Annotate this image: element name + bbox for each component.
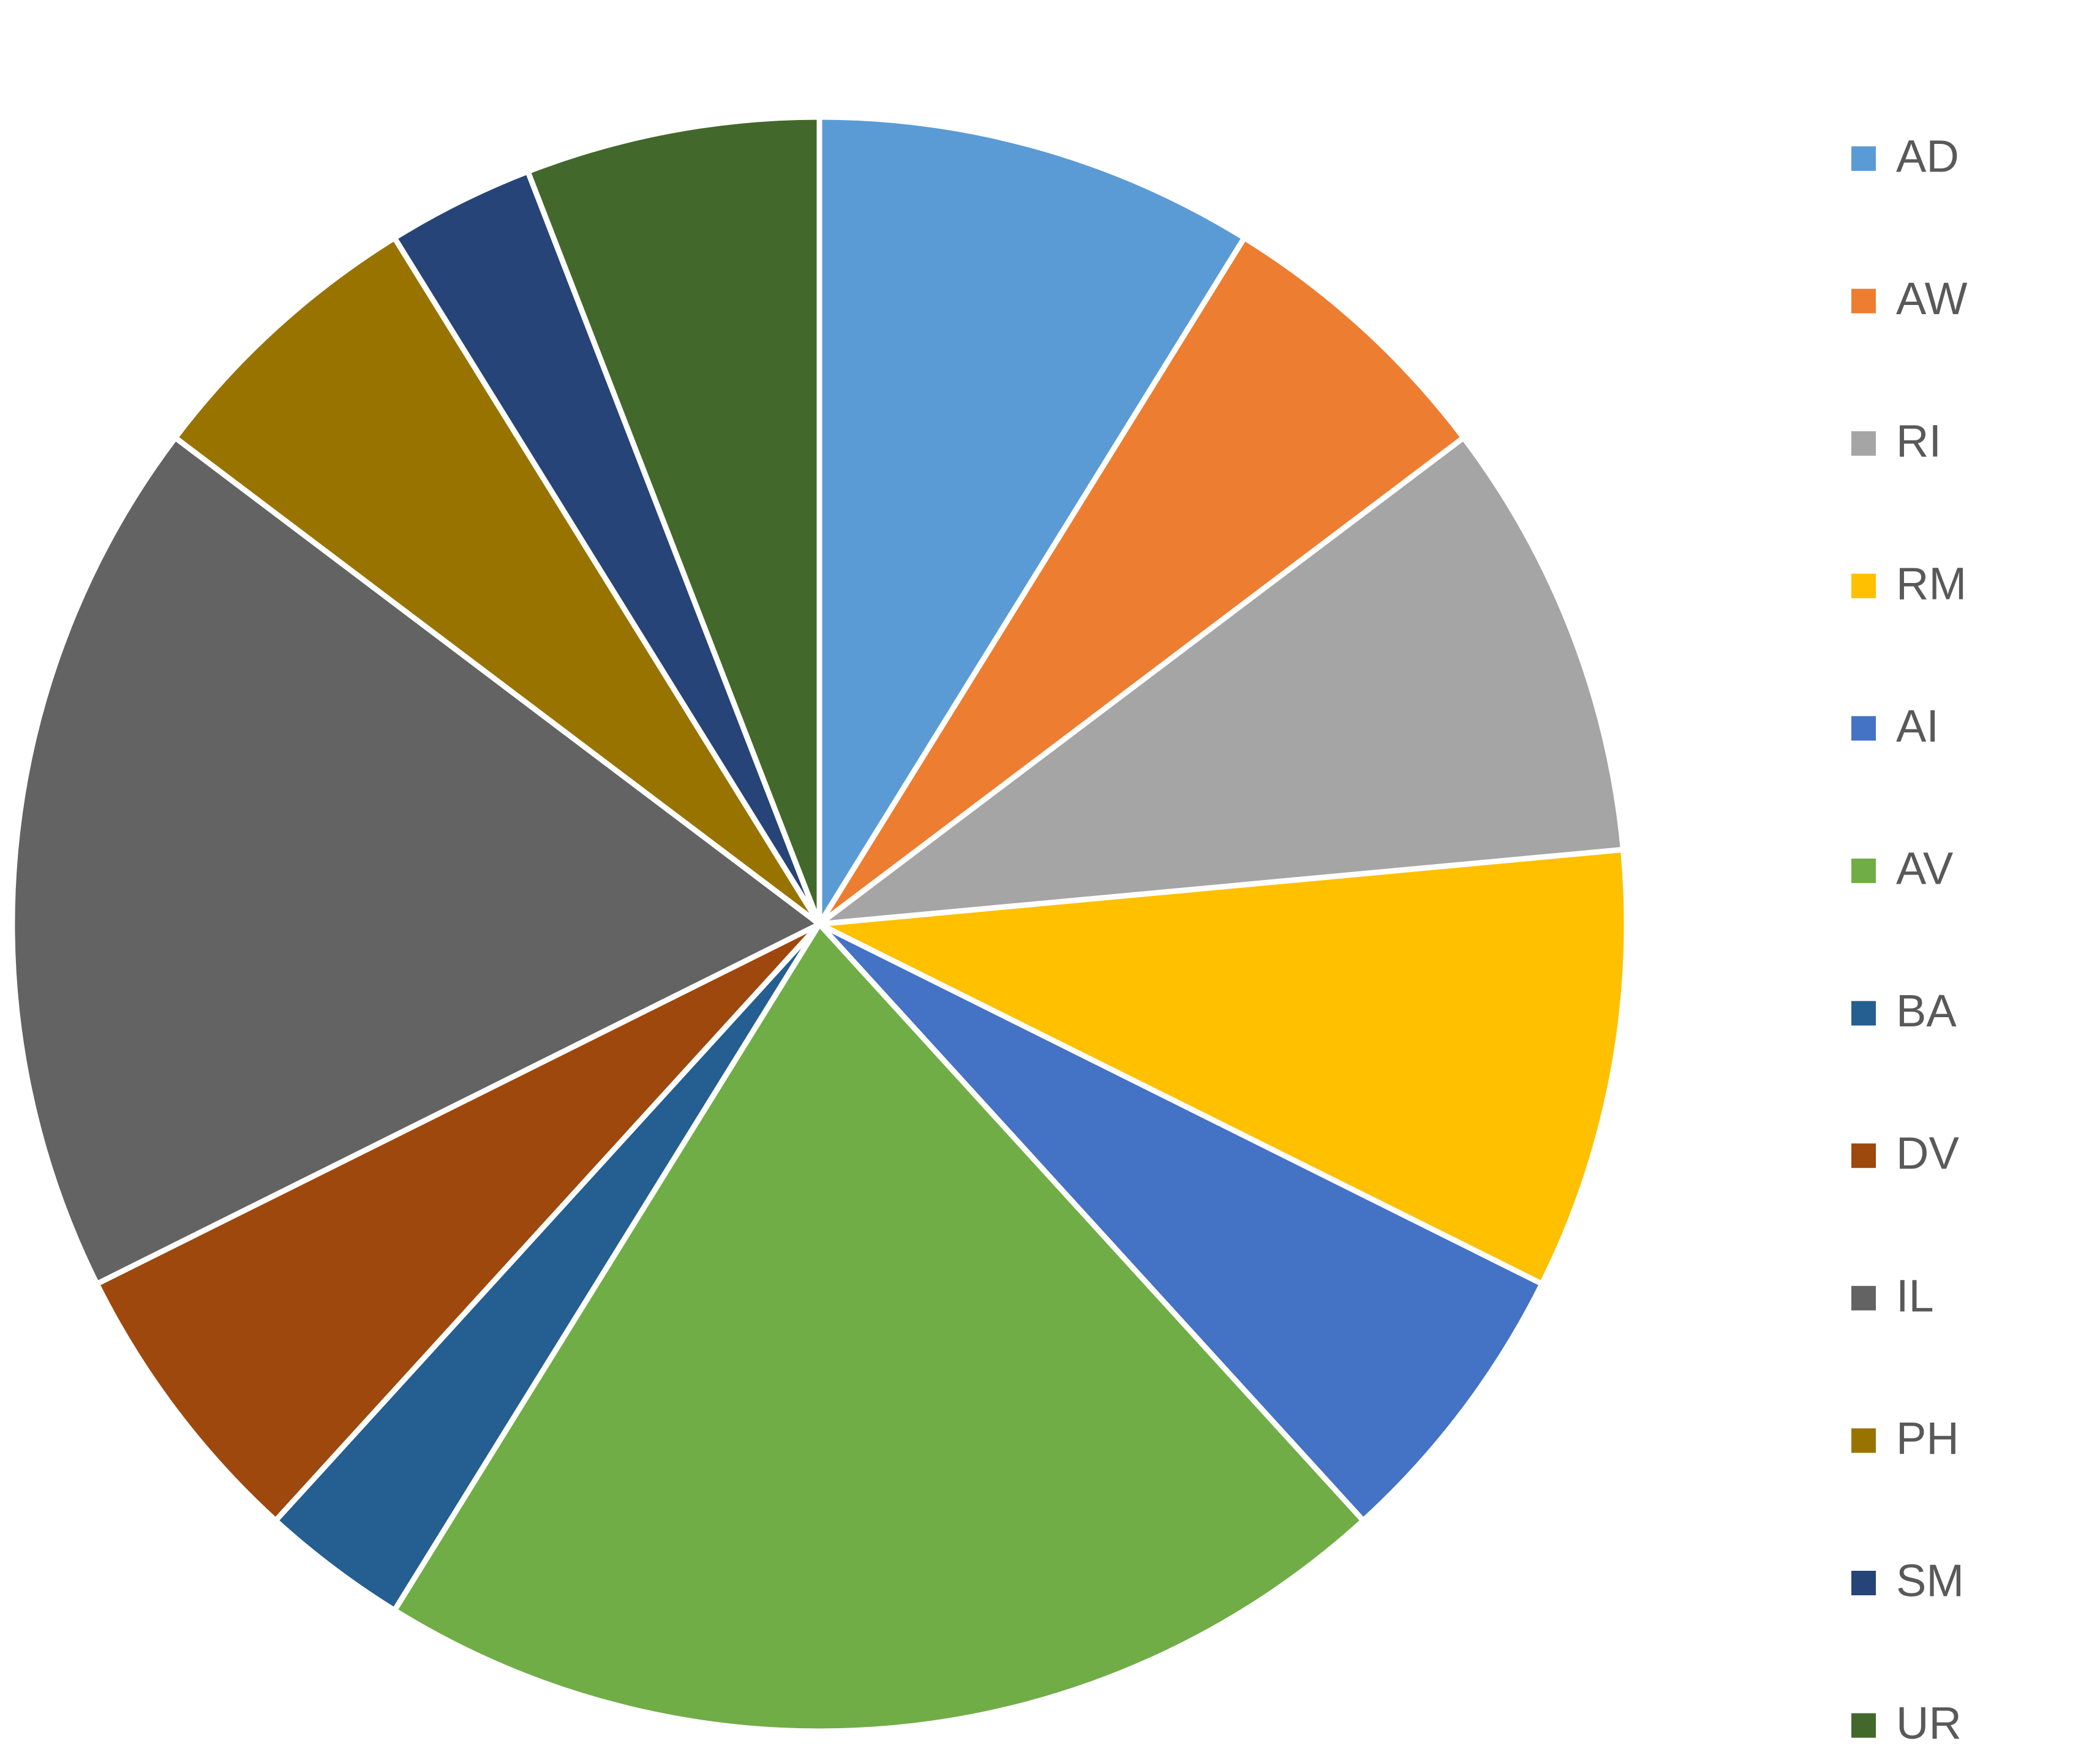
legend-label: RI bbox=[1896, 416, 1941, 467]
pie-slice bbox=[172, 235, 822, 927]
legend-swatch bbox=[1851, 431, 1876, 456]
pie-slice bbox=[9, 435, 822, 1287]
legend-label: PH bbox=[1896, 1413, 1959, 1464]
pie-slice bbox=[816, 235, 1467, 927]
pie-slice bbox=[816, 114, 1248, 927]
pie-slice bbox=[525, 114, 822, 927]
pie-slice bbox=[816, 921, 1545, 1524]
legend-swatch bbox=[1851, 716, 1876, 741]
legend-label: DV bbox=[1896, 1128, 1959, 1179]
legend-swatch bbox=[1851, 859, 1876, 883]
legend-label: BA bbox=[1896, 985, 1957, 1036]
pie-slice bbox=[816, 435, 1626, 927]
legend-label: UR bbox=[1896, 1698, 1962, 1748]
pie-slice bbox=[94, 921, 822, 1524]
legend-swatch bbox=[1851, 1143, 1876, 1168]
legend-swatch bbox=[1851, 573, 1876, 598]
legend-label: IL bbox=[1896, 1270, 1934, 1321]
legend-swatch bbox=[1851, 288, 1876, 314]
pie-slice bbox=[391, 921, 1366, 1734]
legend-label: AW bbox=[1896, 273, 1968, 324]
legend-label: AV bbox=[1896, 843, 1954, 894]
legend-swatch bbox=[1851, 1285, 1876, 1311]
pie-slice bbox=[391, 168, 822, 927]
legend-label: AD bbox=[1896, 131, 1959, 182]
legend-swatch bbox=[1851, 1428, 1876, 1453]
legend-swatch bbox=[1851, 1713, 1876, 1738]
legend-label: AI bbox=[1896, 701, 1939, 751]
legend-swatch bbox=[1851, 146, 1876, 171]
pie-slice bbox=[816, 846, 1630, 1287]
legend-swatch bbox=[1851, 1001, 1876, 1026]
pie-slice bbox=[273, 921, 822, 1614]
legend-swatch bbox=[1851, 1571, 1876, 1595]
legend-label: SM bbox=[1896, 1555, 1964, 1606]
legend-label: RM bbox=[1896, 558, 1966, 609]
